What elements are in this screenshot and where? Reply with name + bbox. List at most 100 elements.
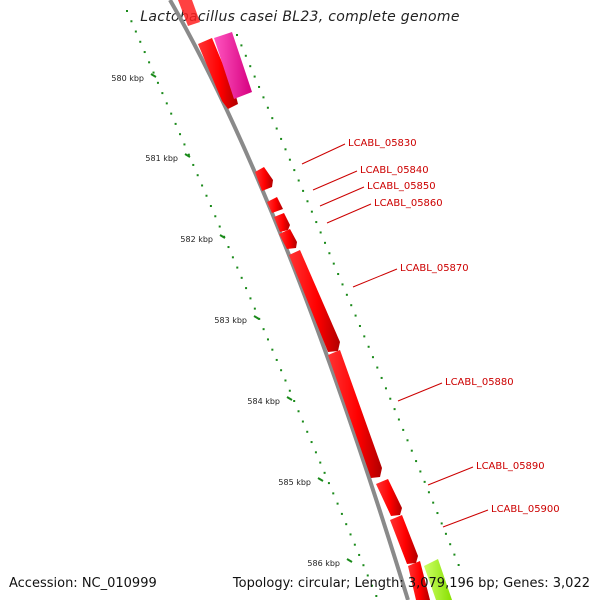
gc-dot	[271, 117, 274, 120]
gc-dot	[284, 148, 287, 151]
gc-dot	[436, 512, 439, 515]
gene-leader-line	[319, 186, 365, 207]
gc-dot	[393, 408, 396, 411]
gc-dot	[205, 194, 208, 197]
gene-leader-line	[352, 268, 398, 288]
gene-label[interactable]: LCABL_05840	[360, 165, 429, 176]
gc-dot	[323, 471, 326, 474]
gene-leader-line	[442, 509, 489, 528]
kbp-tick-label: 583 kbp	[214, 316, 247, 325]
gc-dot	[201, 184, 204, 187]
gc-dot	[327, 482, 330, 485]
gene-block-9[interactable]	[390, 515, 418, 564]
kbp-tick	[219, 234, 226, 239]
gc-dot	[306, 430, 309, 433]
gc-dot	[280, 369, 283, 372]
gc-dot	[297, 410, 300, 413]
gc-dot	[363, 335, 366, 338]
gc-dot	[415, 460, 418, 463]
gc-dot	[362, 564, 365, 567]
gc-dot	[341, 283, 344, 286]
gc-dot	[231, 256, 234, 259]
gc-dot	[337, 273, 340, 276]
gc-skew-track	[126, 10, 378, 597]
gc-dot	[236, 34, 238, 36]
summary-text: Topology: circular; Length: 3,079,196 bp…	[232, 576, 590, 591]
gene-label[interactable]: LCABL_05870	[400, 263, 469, 274]
kbp-tick-label: 586 kbp	[307, 559, 340, 568]
gc-dot	[236, 266, 239, 269]
gene-leader-line	[301, 143, 346, 165]
gc-dot	[218, 225, 221, 228]
gc-dot	[371, 356, 374, 359]
gc-dot	[148, 61, 151, 64]
gene-block-4[interactable]	[274, 213, 290, 232]
gc-dot	[143, 51, 146, 54]
gc-dot	[293, 169, 296, 172]
gc-dot	[324, 241, 327, 244]
kbp-ruler: 580 kbp 581 kbp 582 kbp 583 kbp 584 kbp 585 k…	[111, 73, 353, 568]
gc-dot	[332, 492, 335, 495]
gc-dot	[402, 428, 405, 431]
gc-dot	[156, 81, 159, 84]
gc-dot	[130, 20, 133, 23]
kbp-tick	[286, 396, 293, 401]
gc-content-track	[236, 34, 460, 566]
gc-dot	[275, 127, 278, 130]
kbp-tick-label: 584 kbp	[247, 397, 280, 406]
gene-label-track: LCABL_05830 LCABL_05840 LCABL_05850 LCABL_0…	[301, 138, 560, 528]
gc-dot	[367, 345, 370, 348]
gc-dot	[183, 143, 186, 146]
gene-block-1[interactable]	[198, 38, 238, 109]
gc-dot	[258, 317, 261, 320]
gc-dot	[319, 461, 322, 464]
gene-top-partial[interactable]	[178, 0, 200, 26]
gc-dot	[253, 307, 256, 310]
gc-dot	[170, 112, 173, 115]
gc-dot	[358, 553, 361, 556]
gc-dot	[366, 574, 369, 577]
gc-dot	[165, 102, 168, 105]
gene-label[interactable]: LCABL_05830	[348, 138, 417, 149]
gc-dot	[196, 174, 199, 177]
gc-dot	[449, 543, 452, 546]
gc-dot	[253, 75, 256, 78]
gc-dot	[293, 400, 296, 402]
gene-block-10[interactable]	[408, 561, 430, 600]
gene-leader-line	[397, 382, 443, 402]
gc-dot	[453, 553, 456, 556]
gene-label[interactable]: LCABL_05880	[445, 377, 514, 388]
kbp-tick	[317, 477, 324, 482]
gc-dot	[214, 215, 217, 218]
gc-dot	[306, 200, 309, 203]
gc-dot	[336, 502, 339, 505]
gene-label[interactable]: LCABL_05860	[374, 198, 443, 209]
gene-label[interactable]: LCABL_05900	[491, 504, 560, 515]
gc-dot	[319, 231, 322, 234]
gc-dot	[345, 523, 348, 526]
gc-dot	[375, 595, 378, 597]
gene-label[interactable]: LCABL_05850	[367, 181, 436, 192]
gene-block-8[interactable]	[376, 479, 402, 516]
gene-block-7[interactable]	[328, 350, 382, 478]
gc-dot	[174, 122, 177, 125]
gc-dot	[245, 287, 248, 290]
gc-dot	[258, 85, 261, 88]
gc-dot	[444, 532, 447, 535]
gene-block-6[interactable]	[289, 250, 340, 352]
gc-dot	[192, 163, 195, 166]
gc-dot	[332, 262, 335, 265]
gc-dot	[315, 221, 318, 224]
gc-dot	[275, 358, 278, 361]
gc-dot	[288, 389, 291, 392]
gc-dot	[249, 297, 252, 300]
gene-block-green[interactable]	[424, 559, 452, 600]
gc-dot	[406, 439, 409, 442]
gc-dot	[240, 44, 243, 47]
gene-block-5[interactable]	[279, 229, 297, 249]
gene-block-3[interactable]	[267, 197, 283, 213]
gene-label[interactable]: LCABL_05890	[476, 461, 545, 472]
gene-block-2[interactable]	[255, 167, 273, 191]
gene-block-magenta[interactable]	[214, 32, 252, 99]
